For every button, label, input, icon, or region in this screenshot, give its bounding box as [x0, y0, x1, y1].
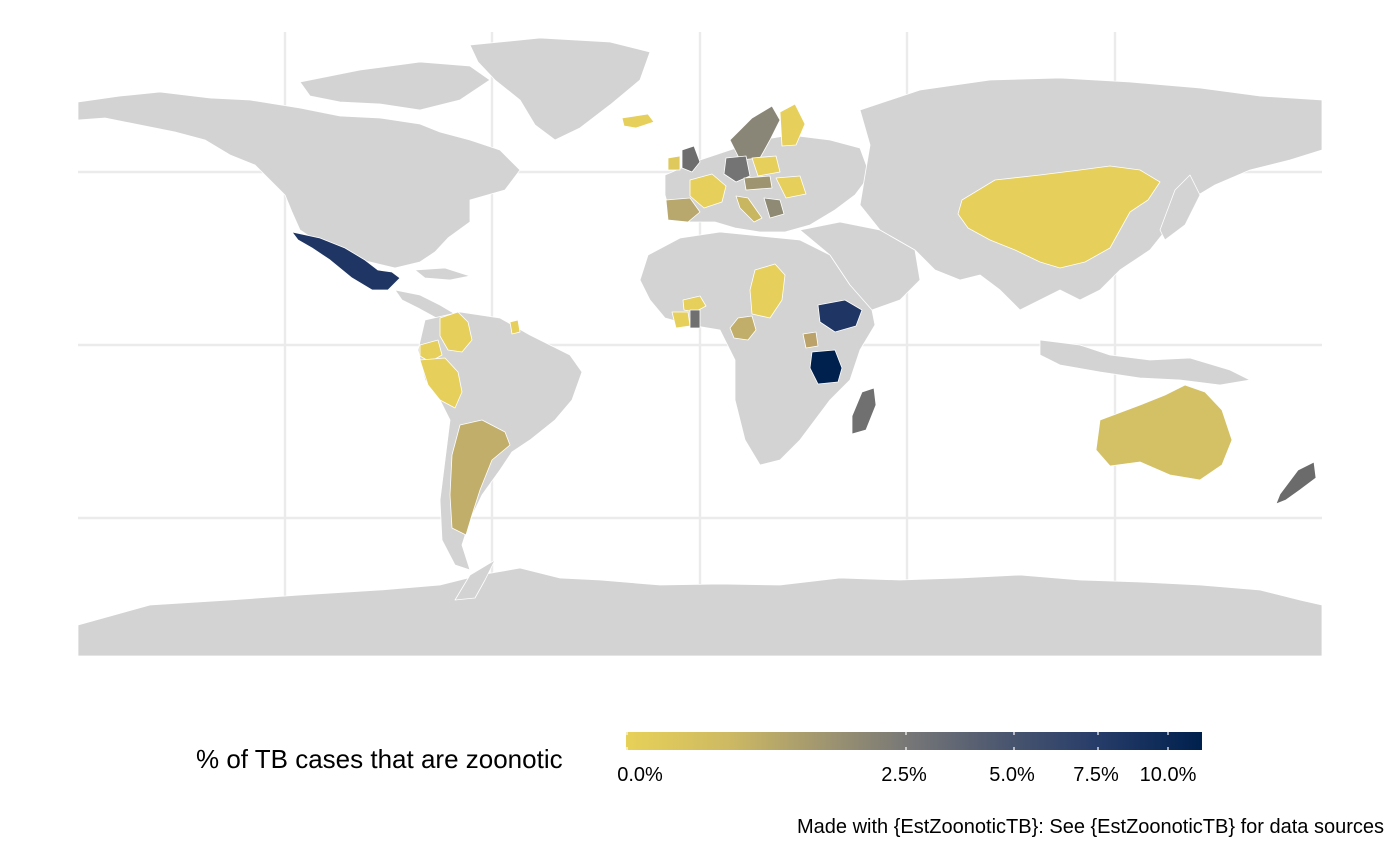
legend-title: % of TB cases that are zoonotic — [196, 744, 563, 774]
region-tanzania[interactable] — [809, 349, 843, 385]
region-ghana[interactable] — [689, 309, 701, 329]
region-uganda[interactable] — [802, 331, 819, 349]
region-cote-divoire[interactable] — [671, 311, 691, 329]
land-north-america — [77, 91, 521, 269]
legend-tick-2: 5.0% — [989, 764, 1035, 786]
region-iceland[interactable] — [621, 113, 655, 129]
highlighted-countries — [291, 103, 1317, 536]
region-cameroon[interactable] — [729, 315, 757, 341]
region-balkans[interactable] — [763, 197, 785, 219]
region-ireland[interactable] — [667, 155, 681, 171]
legend-tick-0: 0.0% — [617, 764, 663, 786]
region-china[interactable] — [957, 165, 1161, 269]
region-france[interactable] — [689, 173, 727, 209]
legend-tick-3: 7.5% — [1073, 764, 1119, 786]
region-chad[interactable] — [749, 263, 786, 319]
region-australia[interactable] — [1095, 384, 1233, 481]
region-united-kingdom[interactable] — [681, 145, 701, 173]
map-caption: Made with {EstZoonoticTB}: See {EstZoono… — [797, 816, 1384, 838]
region-madagascar[interactable] — [851, 387, 877, 435]
land-middle-east — [799, 221, 921, 311]
region-colombia[interactable] — [439, 311, 473, 353]
region-peru[interactable] — [419, 357, 463, 409]
land-arctic-islands — [299, 61, 491, 111]
legend-colorbar — [626, 732, 1202, 750]
region-poland[interactable] — [751, 155, 781, 177]
region-burkina-faso[interactable] — [682, 295, 707, 313]
land-antarctica — [77, 567, 1323, 657]
region-finland[interactable] — [779, 103, 806, 147]
region-argentina[interactable] — [449, 419, 511, 536]
legend-tick-4: 10.0% — [1139, 764, 1197, 786]
region-new-zealand[interactable] — [1275, 461, 1317, 505]
legend-tick-1: 2.5% — [881, 764, 927, 786]
region-ethiopia[interactable] — [817, 299, 863, 333]
land-antarctic-peninsula — [454, 559, 496, 601]
region-central-europe[interactable] — [743, 175, 773, 191]
region-germany[interactable] — [723, 155, 751, 183]
land-greenland — [469, 37, 651, 141]
land-se-asia-islands — [1039, 339, 1251, 386]
region-eastern-europe[interactable] — [775, 175, 807, 199]
region-italy[interactable] — [735, 195, 763, 223]
region-iberia[interactable] — [665, 197, 701, 223]
land-caribbean — [414, 267, 471, 281]
region-mexico[interactable] — [291, 231, 401, 291]
region-suriname[interactable] — [509, 319, 521, 335]
land-japan — [1159, 174, 1201, 241]
